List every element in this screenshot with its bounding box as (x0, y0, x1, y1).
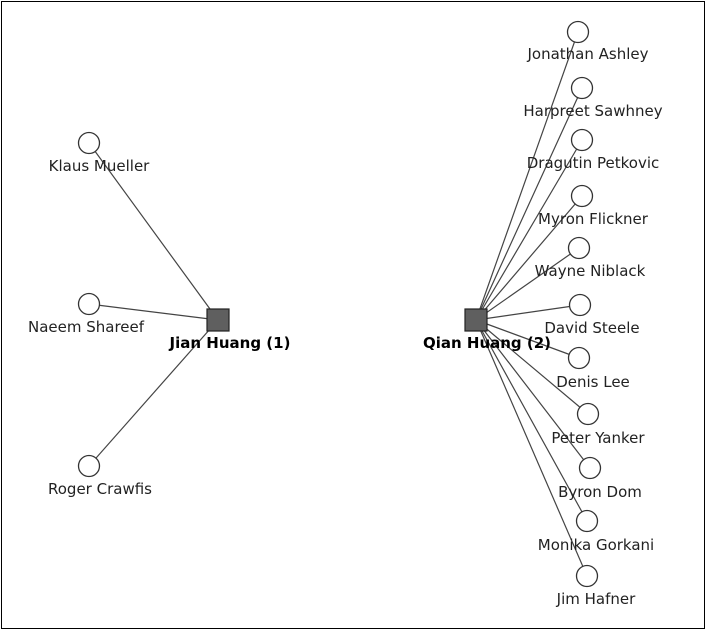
node-label-roger-crawfis: Roger Crawfis (48, 480, 152, 498)
edge-jian-huang-1-klaus-mueller (88, 142, 219, 321)
node-byron-dom[interactable] (578, 456, 602, 480)
hub-label-2: Qian Huang (2) (423, 334, 551, 352)
node-myron-flickner[interactable] (570, 184, 594, 208)
edge-qian-huang-2-david-steele (475, 304, 581, 321)
edge-jian-huang-1-roger-crawfis (88, 319, 219, 467)
node-label-dragutin-petkovic: Dragutin Petkovic (527, 154, 660, 172)
node-roger-crawfis[interactable] (77, 454, 101, 478)
node-label-naeem-shareef: Naeem Shareef (28, 318, 145, 336)
node-label-jonathan-ashley: Jonathan Ashley (526, 45, 648, 63)
node-label-harpreet-sawhney: Harpreet Sawhney (523, 102, 662, 120)
edges-layer (88, 31, 591, 577)
edge-qian-huang-2-jim-hafner (475, 319, 588, 577)
nodes-layer (77, 20, 602, 588)
node-label-monika-gorkani: Monika Gorkani (538, 536, 654, 554)
node-label-wayne-niblack: Wayne Niblack (535, 262, 646, 280)
node-david-steele[interactable] (568, 293, 592, 317)
hub-node-2[interactable] (464, 308, 488, 332)
node-label-myron-flickner: Myron Flickner (538, 210, 649, 228)
edge-qian-huang-2-myron-flickner (475, 195, 583, 321)
node-dragutin-petkovic[interactable] (570, 128, 594, 152)
hub-node-1[interactable] (206, 308, 230, 332)
edge-qian-huang-2-dragutin-petkovic (475, 139, 583, 321)
node-label-david-steele: David Steele (544, 319, 639, 337)
node-klaus-mueller[interactable] (77, 131, 101, 155)
node-label-byron-dom: Byron Dom (558, 483, 642, 501)
node-denis-lee[interactable] (567, 346, 591, 370)
node-label-peter-yanker: Peter Yanker (551, 429, 645, 447)
edge-qian-huang-2-jonathan-ashley (475, 31, 579, 321)
edge-qian-huang-2-denis-lee (475, 319, 580, 359)
node-label-denis-lee: Denis Lee (556, 373, 630, 391)
edge-qian-huang-2-byron-dom (475, 319, 591, 469)
edge-qian-huang-2-monika-gorkani (475, 319, 588, 522)
node-jonathan-ashley[interactable] (566, 20, 590, 44)
node-monika-gorkani[interactable] (575, 509, 599, 533)
node-harpreet-sawhney[interactable] (570, 76, 594, 100)
edge-qian-huang-2-harpreet-sawhney (475, 87, 583, 321)
node-label-jim-hafner: Jim Hafner (556, 590, 636, 608)
edge-jian-huang-1-naeem-shareef (88, 303, 219, 321)
edge-qian-huang-2-wayne-niblack (475, 247, 580, 321)
hub-label-1: Jian Huang (1) (169, 334, 291, 352)
node-naeem-shareef[interactable] (77, 292, 101, 316)
node-peter-yanker[interactable] (576, 402, 600, 426)
edge-qian-huang-2-peter-yanker (475, 319, 589, 415)
labels-layer: Klaus Mueller Naeem Shareef Roger Crawfis J… (28, 45, 663, 608)
node-label-klaus-mueller: Klaus Mueller (49, 157, 151, 175)
node-wayne-niblack[interactable] (567, 236, 591, 260)
node-jim-hafner[interactable] (575, 564, 599, 588)
